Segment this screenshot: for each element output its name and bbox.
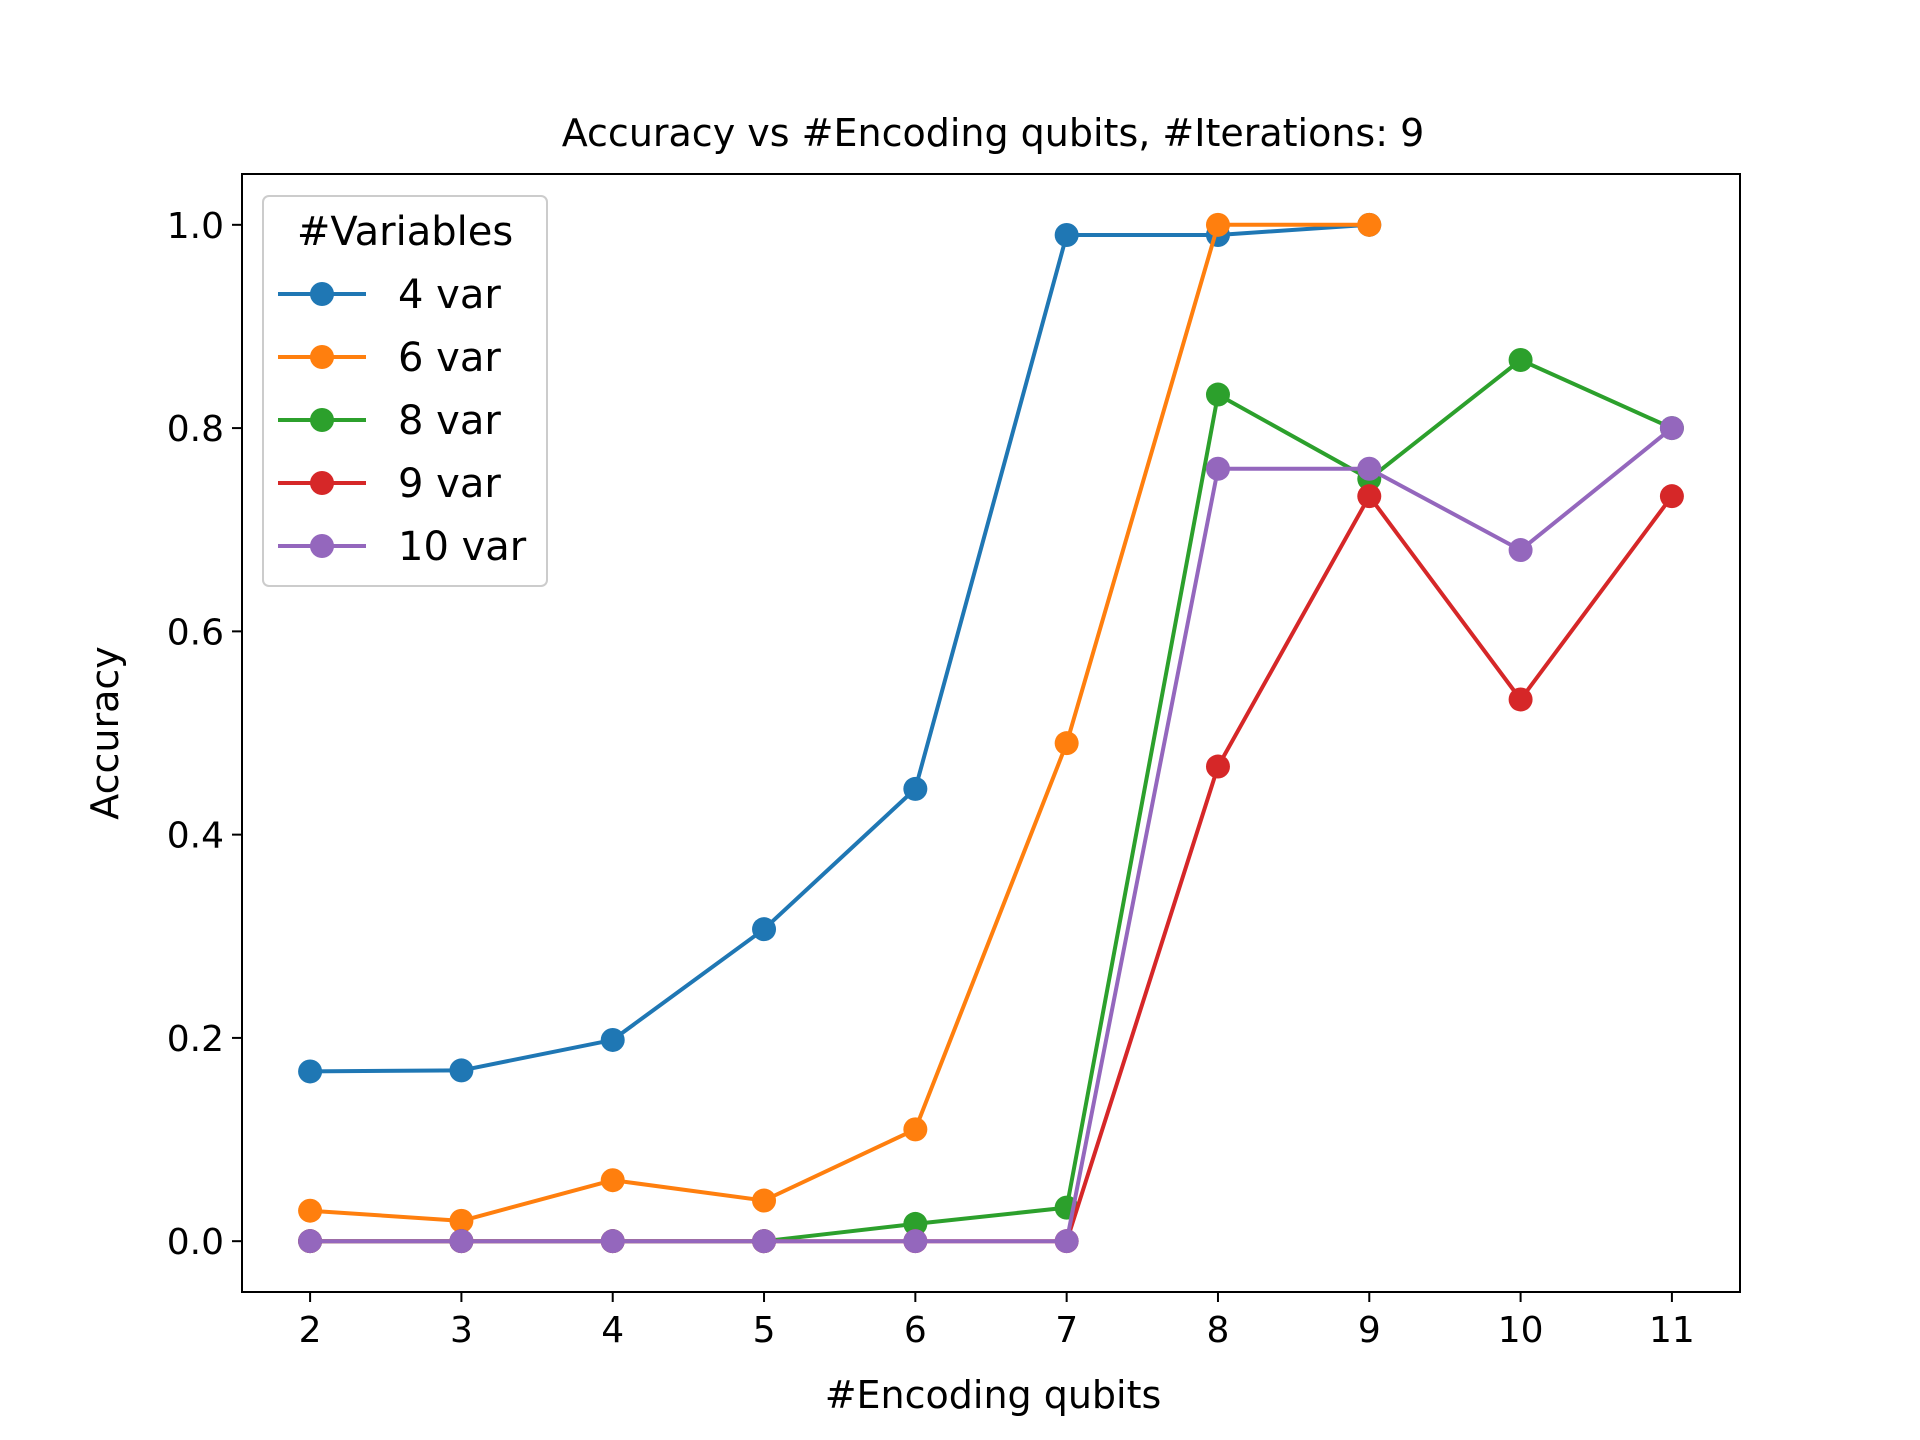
legend-label: 8 var — [398, 398, 501, 444]
plot-frame — [241, 173, 1741, 1293]
x-tick-label: 4 — [601, 1310, 624, 1351]
x-tick-label: 8 — [1207, 1310, 1230, 1351]
data-point-4-var — [1054, 222, 1079, 247]
legend-swatch-marker — [310, 408, 334, 432]
data-point-10-var — [1357, 456, 1382, 481]
data-point-4-var — [600, 1027, 625, 1052]
data-point-4-var — [449, 1058, 474, 1083]
data-point-9-var — [1508, 687, 1533, 712]
legend-item-4-var: 4 var — [278, 272, 501, 318]
data-point-10-var — [600, 1229, 625, 1254]
x-axis: 2 3 4 5 6 7 8 9 10 11 — [299, 1292, 1695, 1351]
legend-swatch-marker — [310, 345, 334, 369]
x-tick-label: 11 — [1649, 1310, 1695, 1351]
y-axis-label: Accuracy — [83, 646, 127, 820]
data-point-8-var — [1205, 382, 1230, 407]
data-point-6-var — [1054, 731, 1079, 756]
legend-label: 9 var — [398, 461, 501, 507]
x-tick-label: 5 — [753, 1310, 776, 1351]
y-tick-label: 1.0 — [167, 206, 224, 247]
data-point-6-var — [1205, 212, 1230, 237]
legend-title: #Variables — [297, 209, 513, 255]
data-point-4-var — [298, 1059, 323, 1084]
legend-label: 4 var — [398, 272, 501, 318]
x-tick-label: 10 — [1498, 1310, 1544, 1351]
legend-item-6-var: 6 var — [278, 335, 501, 381]
y-tick-label: 0.6 — [167, 612, 224, 653]
data-point-10-var — [1054, 1229, 1079, 1254]
data-point-10-var — [298, 1229, 323, 1254]
data-point-6-var — [1357, 212, 1382, 237]
y-tick-label: 0.2 — [167, 1019, 224, 1060]
y-tick-label: 0.8 — [167, 409, 224, 450]
series-line-6-var — [308, 222, 1372, 1223]
data-point-4-var — [903, 776, 928, 801]
x-tick-label: 2 — [299, 1310, 322, 1351]
data-point-4-var — [752, 917, 777, 942]
data-point-8-var — [1508, 347, 1533, 372]
legend-swatch-marker — [310, 534, 334, 558]
series-layer — [298, 212, 1684, 1254]
data-point-10-var — [1508, 538, 1533, 563]
legend-item-10-var: 10 var — [278, 524, 527, 570]
data-point-8-var — [903, 1211, 928, 1236]
series-line-10-var — [308, 426, 1674, 1244]
data-point-6-var — [903, 1117, 928, 1142]
data-point-10-var — [903, 1229, 928, 1254]
legend-items: 4 var 6 var 8 var 9 var 10 var — [278, 272, 527, 570]
y-tick-label: 0.4 — [167, 816, 224, 857]
series-6-var — [298, 212, 1382, 1233]
y-axis: 0.0 0.2 0.4 0.6 0.8 1.0 — [167, 206, 242, 1263]
data-point-6-var — [449, 1208, 474, 1233]
data-point-9-var — [1357, 484, 1382, 509]
legend: #Variables 4 var 6 var 8 var 9 var 10 var — [262, 195, 548, 587]
data-point-6-var — [298, 1198, 323, 1223]
chart-title: Accuracy vs #Encoding qubits, #Iteration… — [562, 111, 1425, 155]
series-line-4-var — [308, 222, 1372, 1074]
legend-label: 10 var — [398, 524, 527, 570]
y-tick-label: 0.0 — [167, 1222, 224, 1263]
data-point-9-var — [1659, 484, 1684, 509]
legend-swatch-marker — [310, 471, 334, 495]
legend-label: 6 var — [398, 335, 501, 381]
data-point-6-var — [600, 1168, 625, 1193]
x-axis-label: #Encoding qubits — [825, 1373, 1162, 1417]
legend-item-9-var: 9 var — [278, 461, 501, 507]
x-tick-label: 9 — [1358, 1310, 1381, 1351]
data-point-6-var — [752, 1188, 777, 1213]
legend-swatch-marker — [310, 282, 334, 306]
x-tick-label: 3 — [450, 1310, 473, 1351]
data-point-10-var — [1205, 456, 1230, 481]
data-point-10-var — [1659, 416, 1684, 441]
legend-item-8-var: 8 var — [278, 398, 501, 444]
data-point-10-var — [449, 1229, 474, 1254]
series-10-var — [298, 416, 1684, 1254]
x-tick-label: 6 — [904, 1310, 927, 1351]
x-tick-label: 7 — [1055, 1310, 1078, 1351]
data-point-10-var — [752, 1229, 777, 1254]
data-point-9-var — [1205, 754, 1230, 779]
